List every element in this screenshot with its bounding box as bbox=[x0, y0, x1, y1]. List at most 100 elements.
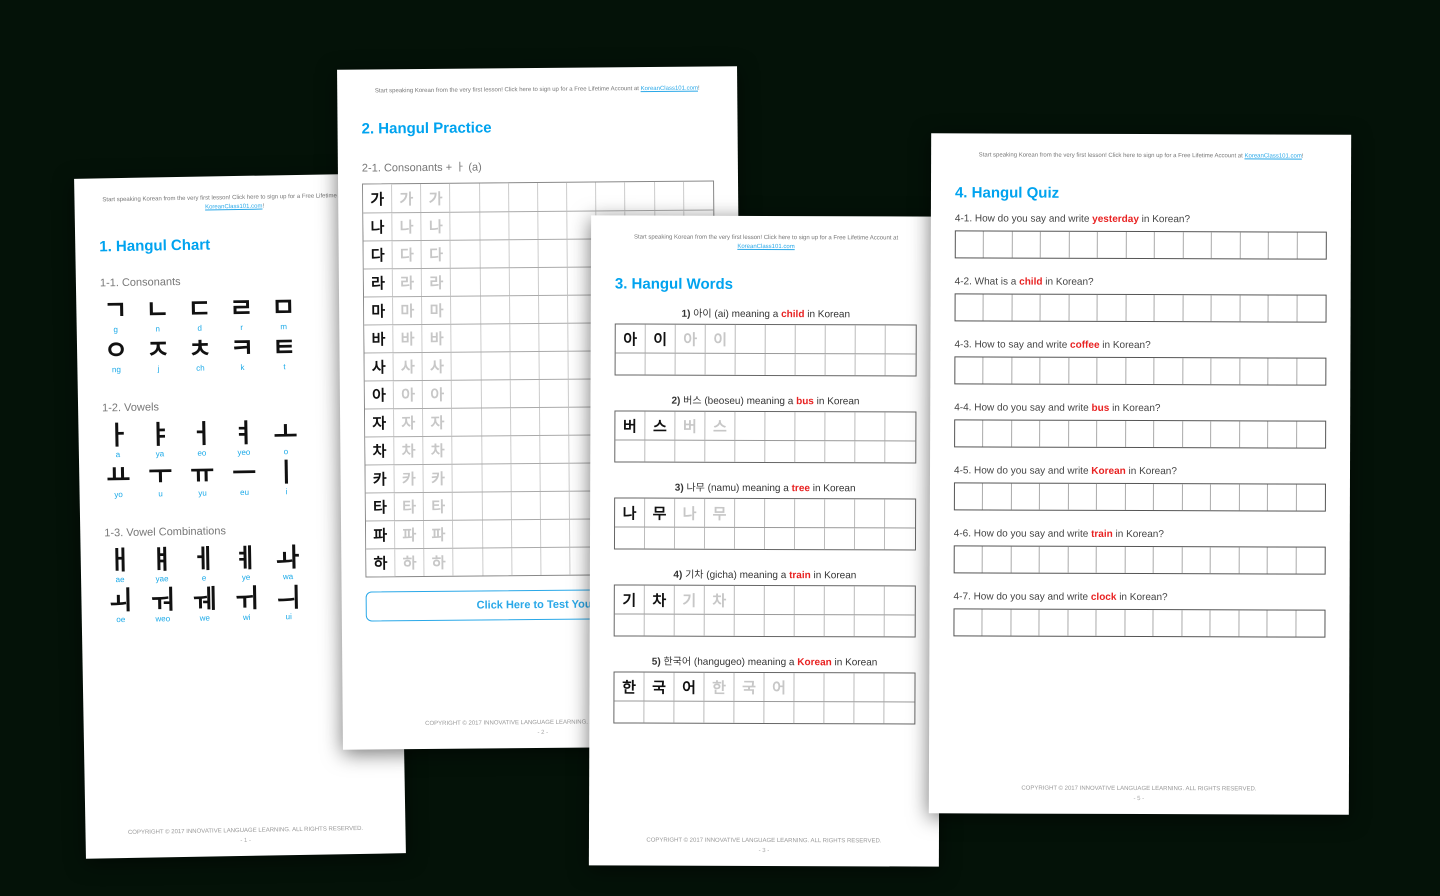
practice-cell bbox=[452, 325, 481, 352]
hangul-romanization: oe bbox=[106, 615, 136, 625]
quiz-cell bbox=[1297, 422, 1326, 448]
practice-cell bbox=[510, 324, 539, 351]
word-grid: 한국어한국어 bbox=[613, 671, 915, 724]
quiz-cell bbox=[1297, 296, 1326, 322]
quiz-cell bbox=[1211, 610, 1240, 636]
word-cell bbox=[735, 528, 765, 549]
word-cell bbox=[734, 702, 764, 723]
hangul-block: ㅚoe bbox=[105, 587, 136, 625]
practice-cell bbox=[540, 464, 569, 491]
quiz-cell bbox=[1268, 484, 1297, 510]
hangul-block: ㅌt bbox=[269, 334, 300, 372]
quiz-cell bbox=[1068, 610, 1097, 636]
hangul-block: ㄱg bbox=[100, 297, 131, 335]
practice-cell bbox=[512, 548, 541, 575]
quiz-cell bbox=[984, 357, 1013, 383]
practice-cell bbox=[539, 324, 568, 351]
hangul-block: ㄴn bbox=[142, 296, 173, 334]
word-cell bbox=[824, 673, 854, 701]
hangul-block: ㅔe bbox=[189, 545, 220, 583]
word-cell bbox=[735, 441, 765, 462]
hangul-block: ㅓeo bbox=[186, 420, 217, 458]
practice-cell bbox=[481, 324, 510, 351]
word-cell: 차 bbox=[645, 586, 675, 614]
practice-cell: 마 bbox=[422, 297, 451, 324]
practice-cell: 자 bbox=[423, 409, 452, 436]
quiz-cell bbox=[1239, 547, 1268, 573]
hangul-char: ㄷ bbox=[184, 295, 214, 322]
header-link[interactable]: KoreanClass101.com bbox=[1244, 153, 1301, 159]
practice-cell bbox=[451, 241, 480, 268]
practice-cell bbox=[540, 436, 569, 463]
word-grid: 나무나무 bbox=[614, 497, 916, 550]
quiz-cell bbox=[1183, 358, 1212, 384]
quiz-answer-grid bbox=[954, 419, 1326, 448]
quiz-cell bbox=[1097, 547, 1126, 573]
quiz-cell bbox=[1296, 548, 1325, 574]
practice-cell bbox=[511, 464, 540, 491]
word-cell bbox=[766, 325, 796, 353]
practice-cell bbox=[483, 520, 512, 547]
word-cell bbox=[765, 615, 795, 636]
practice-cell bbox=[480, 268, 509, 295]
quiz-question: 4-6. How do you say and write train in K… bbox=[954, 528, 1326, 540]
hangul-romanization: d bbox=[185, 323, 215, 333]
hangul-char: ㅓ bbox=[186, 420, 216, 447]
word-cell bbox=[884, 702, 914, 723]
word-cell bbox=[795, 412, 825, 440]
quiz-cell bbox=[983, 546, 1012, 572]
quiz-cell bbox=[1011, 610, 1040, 636]
practice-cell: 사 bbox=[365, 353, 394, 380]
quiz-question: 4-7. How do you say and write clock in K… bbox=[954, 591, 1326, 603]
practice-cell: 다 bbox=[422, 241, 451, 268]
hangul-romanization: i bbox=[272, 487, 302, 497]
practice-cell bbox=[539, 240, 568, 267]
word-cell bbox=[854, 702, 884, 723]
practice-cell bbox=[539, 268, 568, 295]
practice-cell: 하 bbox=[366, 549, 395, 576]
header-link[interactable]: KoreanClass101.com bbox=[205, 204, 262, 211]
quiz-cell bbox=[1211, 547, 1240, 573]
hangul-block: ㅡeu bbox=[229, 460, 260, 498]
hangul-romanization: ng bbox=[101, 365, 131, 375]
header-link[interactable]: KoreanClass101.com bbox=[641, 86, 698, 93]
quiz-cell bbox=[984, 294, 1013, 320]
word-cell bbox=[856, 354, 886, 375]
practice-cell bbox=[453, 465, 482, 492]
hangul-romanization: ya bbox=[145, 449, 175, 459]
practice-cell: 하 bbox=[395, 549, 424, 576]
practice-cell bbox=[541, 492, 570, 519]
word-cell bbox=[765, 412, 795, 440]
hangul-block: ㅠyu bbox=[187, 460, 218, 498]
section-title: 2. Hangul Practice bbox=[361, 117, 713, 137]
quiz-cell bbox=[954, 609, 983, 635]
practice-cell bbox=[509, 212, 538, 239]
practice-cell: 마 bbox=[393, 297, 422, 324]
practice-cell bbox=[453, 521, 482, 548]
word-cell bbox=[615, 527, 645, 548]
practice-cell bbox=[480, 212, 509, 239]
practice-cell bbox=[511, 380, 540, 407]
practice-cell: 타 bbox=[395, 493, 424, 520]
quiz-cell bbox=[1012, 484, 1041, 510]
sub-combinations: 1-3. Vowel Combinations bbox=[104, 523, 376, 540]
word-cell bbox=[735, 412, 765, 440]
quiz-cell bbox=[1183, 421, 1212, 447]
word-grid: 아이아이 bbox=[615, 323, 917, 376]
practice-cell bbox=[539, 296, 568, 323]
quiz-cell bbox=[1069, 295, 1098, 321]
word-item: 4) 기차 (gicha) meaning a train in Korean기… bbox=[614, 565, 916, 637]
header-link[interactable]: KoreanClass101.com bbox=[737, 244, 794, 250]
quiz-cell bbox=[1097, 484, 1126, 510]
sub-consonants: 1-1. Consonants bbox=[100, 273, 372, 290]
practice-cell bbox=[684, 181, 713, 209]
hangul-block: ㅣi bbox=[271, 459, 302, 497]
hangul-block: ㅖye bbox=[231, 545, 262, 583]
word-cell bbox=[885, 615, 915, 636]
hangul-block: ㅐae bbox=[105, 547, 136, 585]
practice-cell bbox=[540, 408, 569, 435]
practice-cell bbox=[481, 380, 510, 407]
quiz-cell bbox=[1240, 358, 1269, 384]
quiz-cell bbox=[1182, 610, 1211, 636]
practice-cell bbox=[481, 296, 510, 323]
